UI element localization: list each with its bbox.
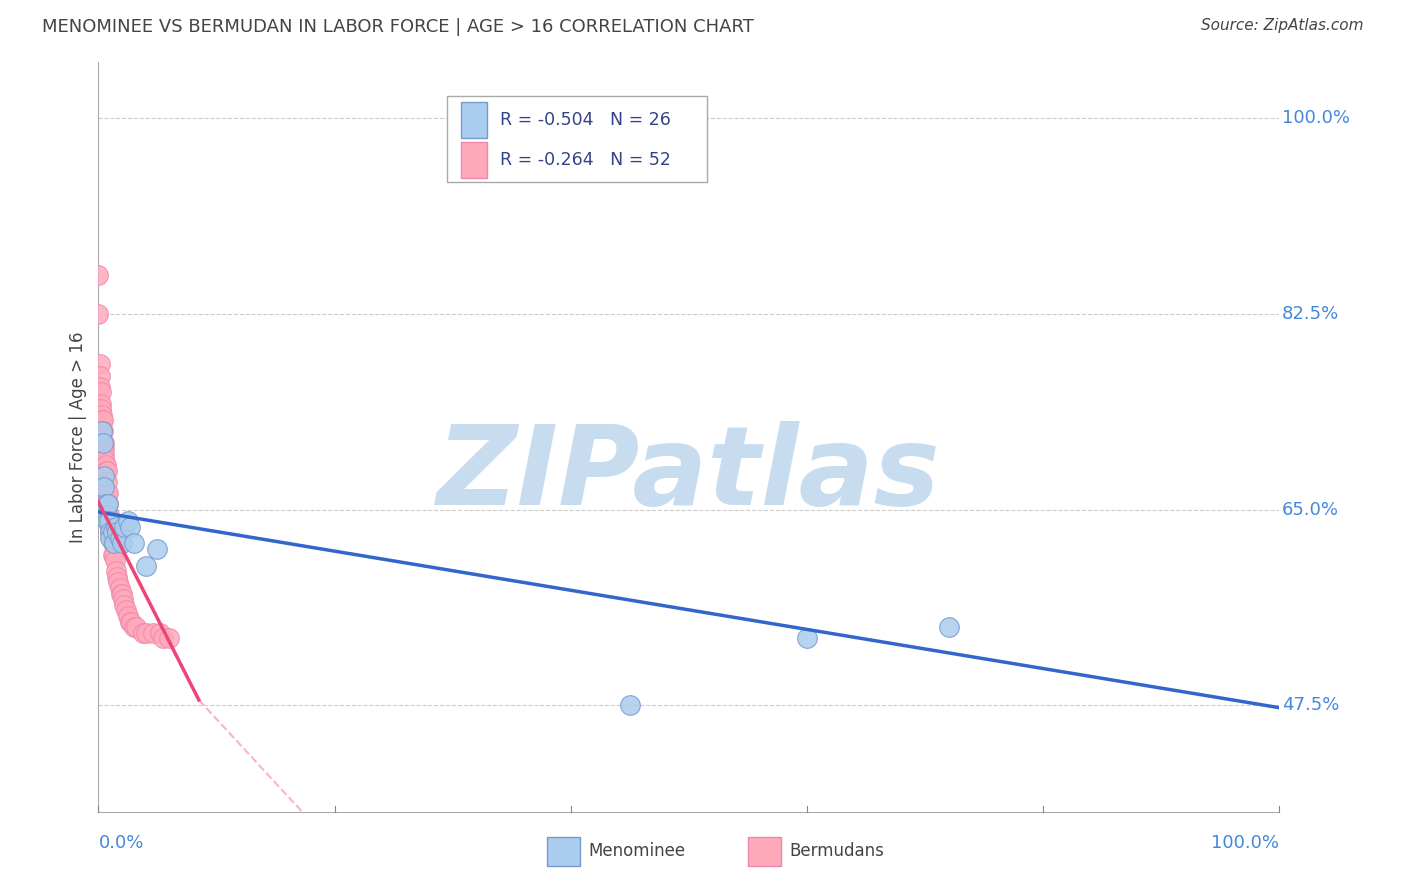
Point — [120, 615, 142, 629]
Point — [90, 385, 112, 400]
Point — [117, 514, 139, 528]
Point — [135, 625, 157, 640]
Point — [96, 464, 118, 478]
Point — [114, 603, 136, 617]
Point — [98, 514, 121, 528]
Point — [93, 480, 115, 494]
Point — [122, 620, 145, 634]
Point — [94, 464, 117, 478]
Point — [93, 452, 115, 467]
Point — [101, 548, 124, 562]
Point — [125, 620, 148, 634]
Point — [96, 508, 118, 523]
Point — [98, 525, 121, 540]
Point — [91, 408, 114, 422]
Text: 47.5%: 47.5% — [1282, 697, 1339, 714]
Point — [112, 598, 135, 612]
FancyBboxPatch shape — [547, 838, 581, 865]
Text: 65.0%: 65.0% — [1282, 500, 1339, 519]
Point — [93, 469, 115, 483]
Point — [87, 268, 110, 282]
Point — [94, 497, 117, 511]
Point — [96, 475, 118, 489]
Point — [104, 553, 127, 567]
Point — [97, 486, 120, 500]
Point — [111, 536, 134, 550]
FancyBboxPatch shape — [748, 838, 782, 865]
Point — [98, 508, 121, 523]
Point — [101, 525, 124, 540]
Point — [98, 531, 121, 545]
Text: 100.0%: 100.0% — [1212, 834, 1279, 852]
Point — [149, 625, 172, 640]
Point — [121, 615, 143, 629]
Point — [94, 458, 117, 472]
Point — [110, 587, 132, 601]
Point — [96, 486, 118, 500]
Point — [938, 620, 960, 634]
Point — [146, 541, 169, 556]
Text: ZIPatlas: ZIPatlas — [437, 421, 941, 528]
Text: 0.0%: 0.0% — [98, 834, 143, 852]
FancyBboxPatch shape — [461, 103, 486, 138]
Text: Bermudans: Bermudans — [789, 842, 884, 861]
Point — [103, 548, 125, 562]
Point — [112, 519, 135, 533]
Point — [120, 519, 142, 533]
Point — [105, 525, 128, 540]
Point — [90, 402, 112, 417]
Y-axis label: In Labor Force | Age > 16: In Labor Force | Age > 16 — [69, 331, 87, 543]
Point — [89, 358, 111, 372]
Text: R = -0.504   N = 26: R = -0.504 N = 26 — [501, 112, 671, 129]
Point — [100, 531, 122, 545]
Point — [157, 632, 180, 646]
Point — [91, 425, 114, 439]
Text: 100.0%: 100.0% — [1282, 110, 1350, 128]
Point — [97, 497, 120, 511]
Text: 82.5%: 82.5% — [1282, 305, 1339, 323]
FancyBboxPatch shape — [461, 142, 486, 178]
Point — [91, 413, 114, 427]
Point — [98, 525, 121, 540]
Point — [107, 575, 129, 590]
Point — [87, 307, 110, 321]
Point — [108, 581, 131, 595]
Point — [135, 558, 157, 573]
Point — [89, 380, 111, 394]
Text: Source: ZipAtlas.com: Source: ZipAtlas.com — [1201, 18, 1364, 33]
Point — [90, 396, 112, 410]
Text: R = -0.264   N = 52: R = -0.264 N = 52 — [501, 151, 671, 169]
Point — [152, 632, 174, 646]
Point — [91, 413, 114, 427]
Point — [105, 519, 128, 533]
Point — [105, 564, 128, 578]
Point — [117, 609, 139, 624]
Point — [112, 592, 135, 607]
Text: Menominee: Menominee — [589, 842, 686, 861]
Point — [103, 536, 125, 550]
Point — [142, 625, 165, 640]
Point — [93, 447, 115, 461]
Point — [97, 497, 120, 511]
Point — [132, 625, 155, 640]
Point — [619, 698, 641, 713]
Point — [111, 587, 134, 601]
Text: MENOMINEE VS BERMUDAN IN LABOR FORCE | AGE > 16 CORRELATION CHART: MENOMINEE VS BERMUDAN IN LABOR FORCE | A… — [42, 18, 754, 36]
Point — [122, 536, 145, 550]
Point — [91, 425, 114, 439]
Point — [98, 514, 121, 528]
FancyBboxPatch shape — [447, 96, 707, 182]
Point — [91, 435, 114, 450]
Point — [796, 632, 818, 646]
Point — [96, 514, 118, 528]
Point — [89, 368, 111, 383]
Point — [91, 435, 114, 450]
Point — [93, 442, 115, 456]
Point — [101, 536, 124, 550]
Point — [93, 435, 115, 450]
Point — [108, 531, 131, 545]
Point — [105, 570, 128, 584]
